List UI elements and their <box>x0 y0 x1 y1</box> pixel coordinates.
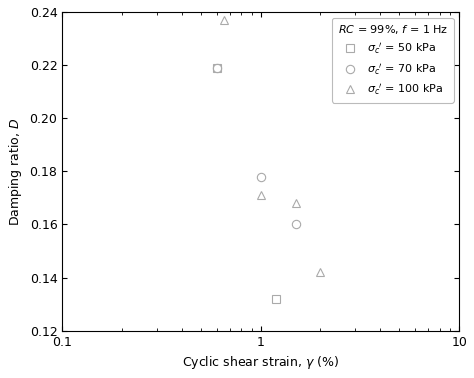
$\sigma_c{}'$ = 100 kPa <box>293 201 299 205</box>
Line: $\sigma_c{}'$ = 50 kPa: $\sigma_c{}'$ = 50 kPa <box>212 64 281 303</box>
$\sigma_c{}'$ = 70 kPa <box>258 174 264 179</box>
Legend: $\sigma_c{}'$ = 50 kPa, $\sigma_c{}'$ = 70 kPa, $\sigma_c{}'$ = 100 kPa: $\sigma_c{}'$ = 50 kPa, $\sigma_c{}'$ = … <box>332 17 454 103</box>
Line: $\sigma_c{}'$ = 100 kPa: $\sigma_c{}'$ = 100 kPa <box>219 16 325 276</box>
Y-axis label: Damping ratio, $D$: Damping ratio, $D$ <box>7 117 24 226</box>
$\sigma_c{}'$ = 50 kPa <box>273 296 279 301</box>
$\sigma_c{}'$ = 70 kPa <box>293 222 299 227</box>
$\sigma_c{}'$ = 100 kPa <box>258 193 264 197</box>
$\sigma_c{}'$ = 70 kPa <box>214 65 219 70</box>
Line: $\sigma_c{}'$ = 70 kPa: $\sigma_c{}'$ = 70 kPa <box>212 64 300 229</box>
X-axis label: Cyclic shear strain, $\gamma$ (%): Cyclic shear strain, $\gamma$ (%) <box>182 354 339 371</box>
$\sigma_c{}'$ = 100 kPa <box>221 18 227 22</box>
$\sigma_c{}'$ = 50 kPa <box>214 65 219 70</box>
$\sigma_c{}'$ = 100 kPa <box>318 270 323 274</box>
